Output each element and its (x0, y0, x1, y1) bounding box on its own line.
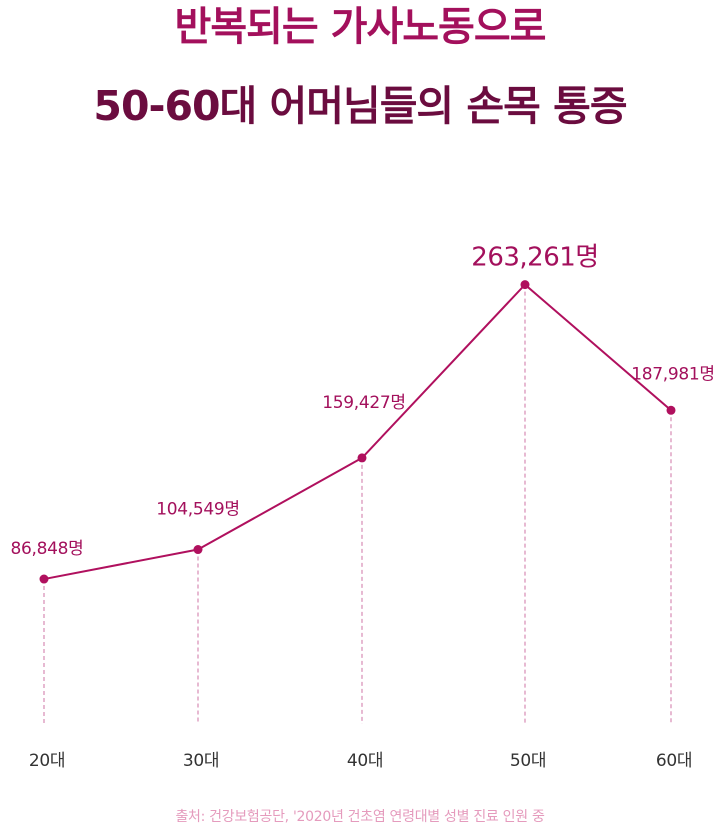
data-point-4 (520, 280, 530, 290)
x-tick-label-1: 20대 (29, 751, 65, 771)
data-point-1 (39, 574, 49, 584)
data-label-2: 104,549명 (156, 500, 240, 520)
source-caption: 출처: 건강보험공단, '2020년 건초염 연령대별 성별 진료 인원 중 (175, 809, 545, 825)
chart-title-line2: 50-60대 어머님들의 손목 통증 (93, 82, 627, 130)
x-tick-label-2: 30대 (183, 751, 219, 771)
data-point-2 (193, 545, 203, 555)
data-label-1: 86,848명 (10, 539, 83, 559)
chart-title-line1: 반복되는 가사노동으로 (174, 4, 547, 50)
x-tick-label-4: 50대 (510, 751, 546, 771)
data-point-5 (666, 405, 676, 415)
x-tick-label-5: 60대 (656, 751, 692, 771)
data-label-5: 187,981명 (631, 364, 715, 384)
data-label-4: 263,261명 (471, 243, 598, 273)
data-point-3 (357, 453, 367, 463)
data-label-3: 159,427명 (322, 393, 406, 413)
series-line (43, 283, 672, 581)
x-tick-label-3: 40대 (347, 751, 383, 771)
